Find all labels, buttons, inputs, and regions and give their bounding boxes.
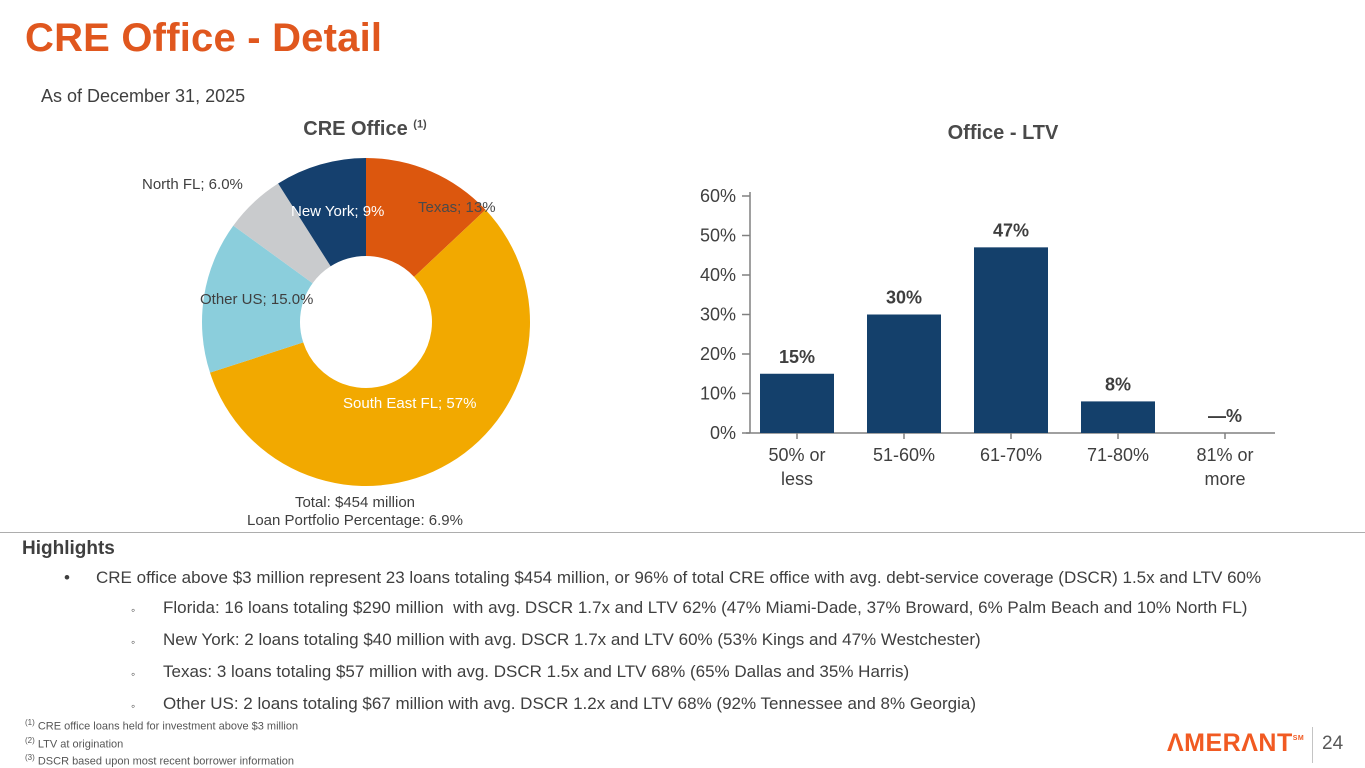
bar-0 [760, 373, 834, 433]
footnotes: (1) CRE office loans held for investment… [25, 716, 298, 768]
y-tick-label: 40% [700, 265, 736, 285]
amerant-logo-sm: SM [1292, 734, 1305, 742]
bar-value-label: 47% [993, 220, 1029, 240]
x-category-label: 71-80% [1087, 445, 1149, 465]
bullet-marker [64, 567, 96, 588]
highlight-sub-bullet-texas: Texas: 3 loans totaling $57 million with… [131, 661, 1365, 684]
footnote-1-text: CRE office loans held for investment abo… [37, 720, 299, 733]
amerant-logo-text: ΛMERΛNT [1167, 729, 1293, 757]
x-category-label: more [1204, 469, 1245, 489]
footnote-2: (2) LTV at origination [25, 734, 298, 752]
pie-label-new-york: New York; 9% [291, 203, 385, 220]
highlight-bullet-text: CRE office above $3 million represent 23… [96, 568, 1262, 587]
y-tick-label: 60% [700, 186, 736, 206]
section-divider [0, 532, 1365, 533]
x-category-label: less [781, 469, 813, 489]
footnote-2-sup: (2) [25, 735, 35, 745]
highlight-sub-bullet-new-york: New York: 2 loans totaling $40 million w… [131, 629, 1365, 652]
pie-label-south-east-fl: South East FL; 57% [343, 395, 477, 412]
bar-1 [867, 314, 941, 433]
sub-bullet-marker [131, 629, 163, 652]
highlights-heading: Highlights [22, 538, 115, 559]
y-tick-label: 20% [700, 344, 736, 364]
footnote-3: (3) DSCR based upon most recent borrower… [25, 751, 298, 768]
pie-slice-south-east-fl [210, 209, 531, 486]
footnote-3-sup: (3) [25, 753, 35, 763]
y-tick-label: 30% [700, 305, 736, 325]
y-tick-label: 0% [710, 423, 736, 443]
bar-value-label: 30% [886, 288, 922, 308]
pie-total-amount: Total: $454 million [294, 494, 416, 511]
pie-label-texas: Texas; 13% [418, 199, 496, 216]
footnote-1: (1) CRE office loans held for investment… [25, 716, 298, 734]
sub-bullet-text: Texas: 3 loans totaling $57 million with… [163, 662, 910, 681]
sub-bullet-marker [131, 693, 163, 716]
pie-chart-title-footnote-ref: (1) [413, 118, 427, 131]
sub-bullet-text: Florida: 16 loans totaling $290 million … [163, 598, 1248, 617]
bar-value-label: 15% [779, 347, 815, 367]
highlight-sub-bullet-other-us: Other US: 2 loans totaling $67 million w… [131, 693, 1365, 716]
pie-label-north-fl: North FL; 6.0% [142, 176, 243, 193]
y-tick-label: 50% [700, 226, 736, 246]
page-number: 24 [1322, 733, 1344, 754]
pie-slice-texas [366, 158, 486, 277]
x-category-label: 61-70% [980, 445, 1042, 465]
pie-chart-title: CRE Office (1) [215, 118, 515, 141]
highlight-sub-bullet-florida: Florida: 16 loans totaling $290 million … [131, 597, 1365, 620]
page-title: CRE Office - Detail [25, 16, 383, 60]
office-ltv-bar-chart: 0% 10% 20% 30% 40% 50% 60% 15% 50% or less 30% 51-6… [700, 186, 1275, 489]
cre-office-donut-chart [202, 158, 531, 486]
highlights-list: CRE office above $3 million represent 23… [0, 567, 1365, 725]
footnote-1-sup: (1) [25, 718, 35, 727]
amerant-logo: ΛMERΛNTSM [1167, 729, 1304, 758]
sub-bullet-text: Other US: 2 loans totaling $67 million w… [163, 694, 976, 713]
bar-chart-title: Office - LTV [947, 122, 1059, 144]
footnote-2-text: LTV at origination [37, 738, 124, 751]
footer-divider [1312, 727, 1313, 763]
highlight-bullet: CRE office above $3 million represent 23… [64, 567, 1365, 588]
y-tick-label: 10% [700, 384, 736, 404]
bar-2 [974, 247, 1048, 433]
pie-portfolio-percentage: Loan Portfolio Percentage: 6.9% [247, 512, 463, 529]
sub-bullet-text: New York: 2 loans totaling $40 million w… [163, 630, 981, 649]
pie-slice-north-fl [233, 183, 331, 284]
bar-3 [1081, 401, 1155, 433]
sub-bullet-marker [131, 661, 163, 684]
bar-value-label: —% [1208, 406, 1242, 426]
footnote-3-text: DSCR based upon most recent borrower inf… [37, 755, 295, 768]
as-of-date: As of December 31, 2025 [41, 86, 246, 106]
pie-chart-title-text: CRE Office [303, 118, 408, 140]
x-category-label: 51-60% [873, 445, 935, 465]
bar-value-label: 8% [1105, 374, 1131, 394]
x-category-label: 50% or [768, 445, 825, 465]
pie-label-other-us: Other US; 15.0% [200, 291, 314, 308]
pie-slice-new-york [278, 158, 366, 267]
x-category-label: 81% or [1196, 445, 1253, 465]
pie-totals: Total: $454 million Loan Portfolio Perce… [155, 494, 555, 530]
pie-slice-other-us [202, 225, 313, 373]
sub-bullet-marker [131, 597, 163, 620]
